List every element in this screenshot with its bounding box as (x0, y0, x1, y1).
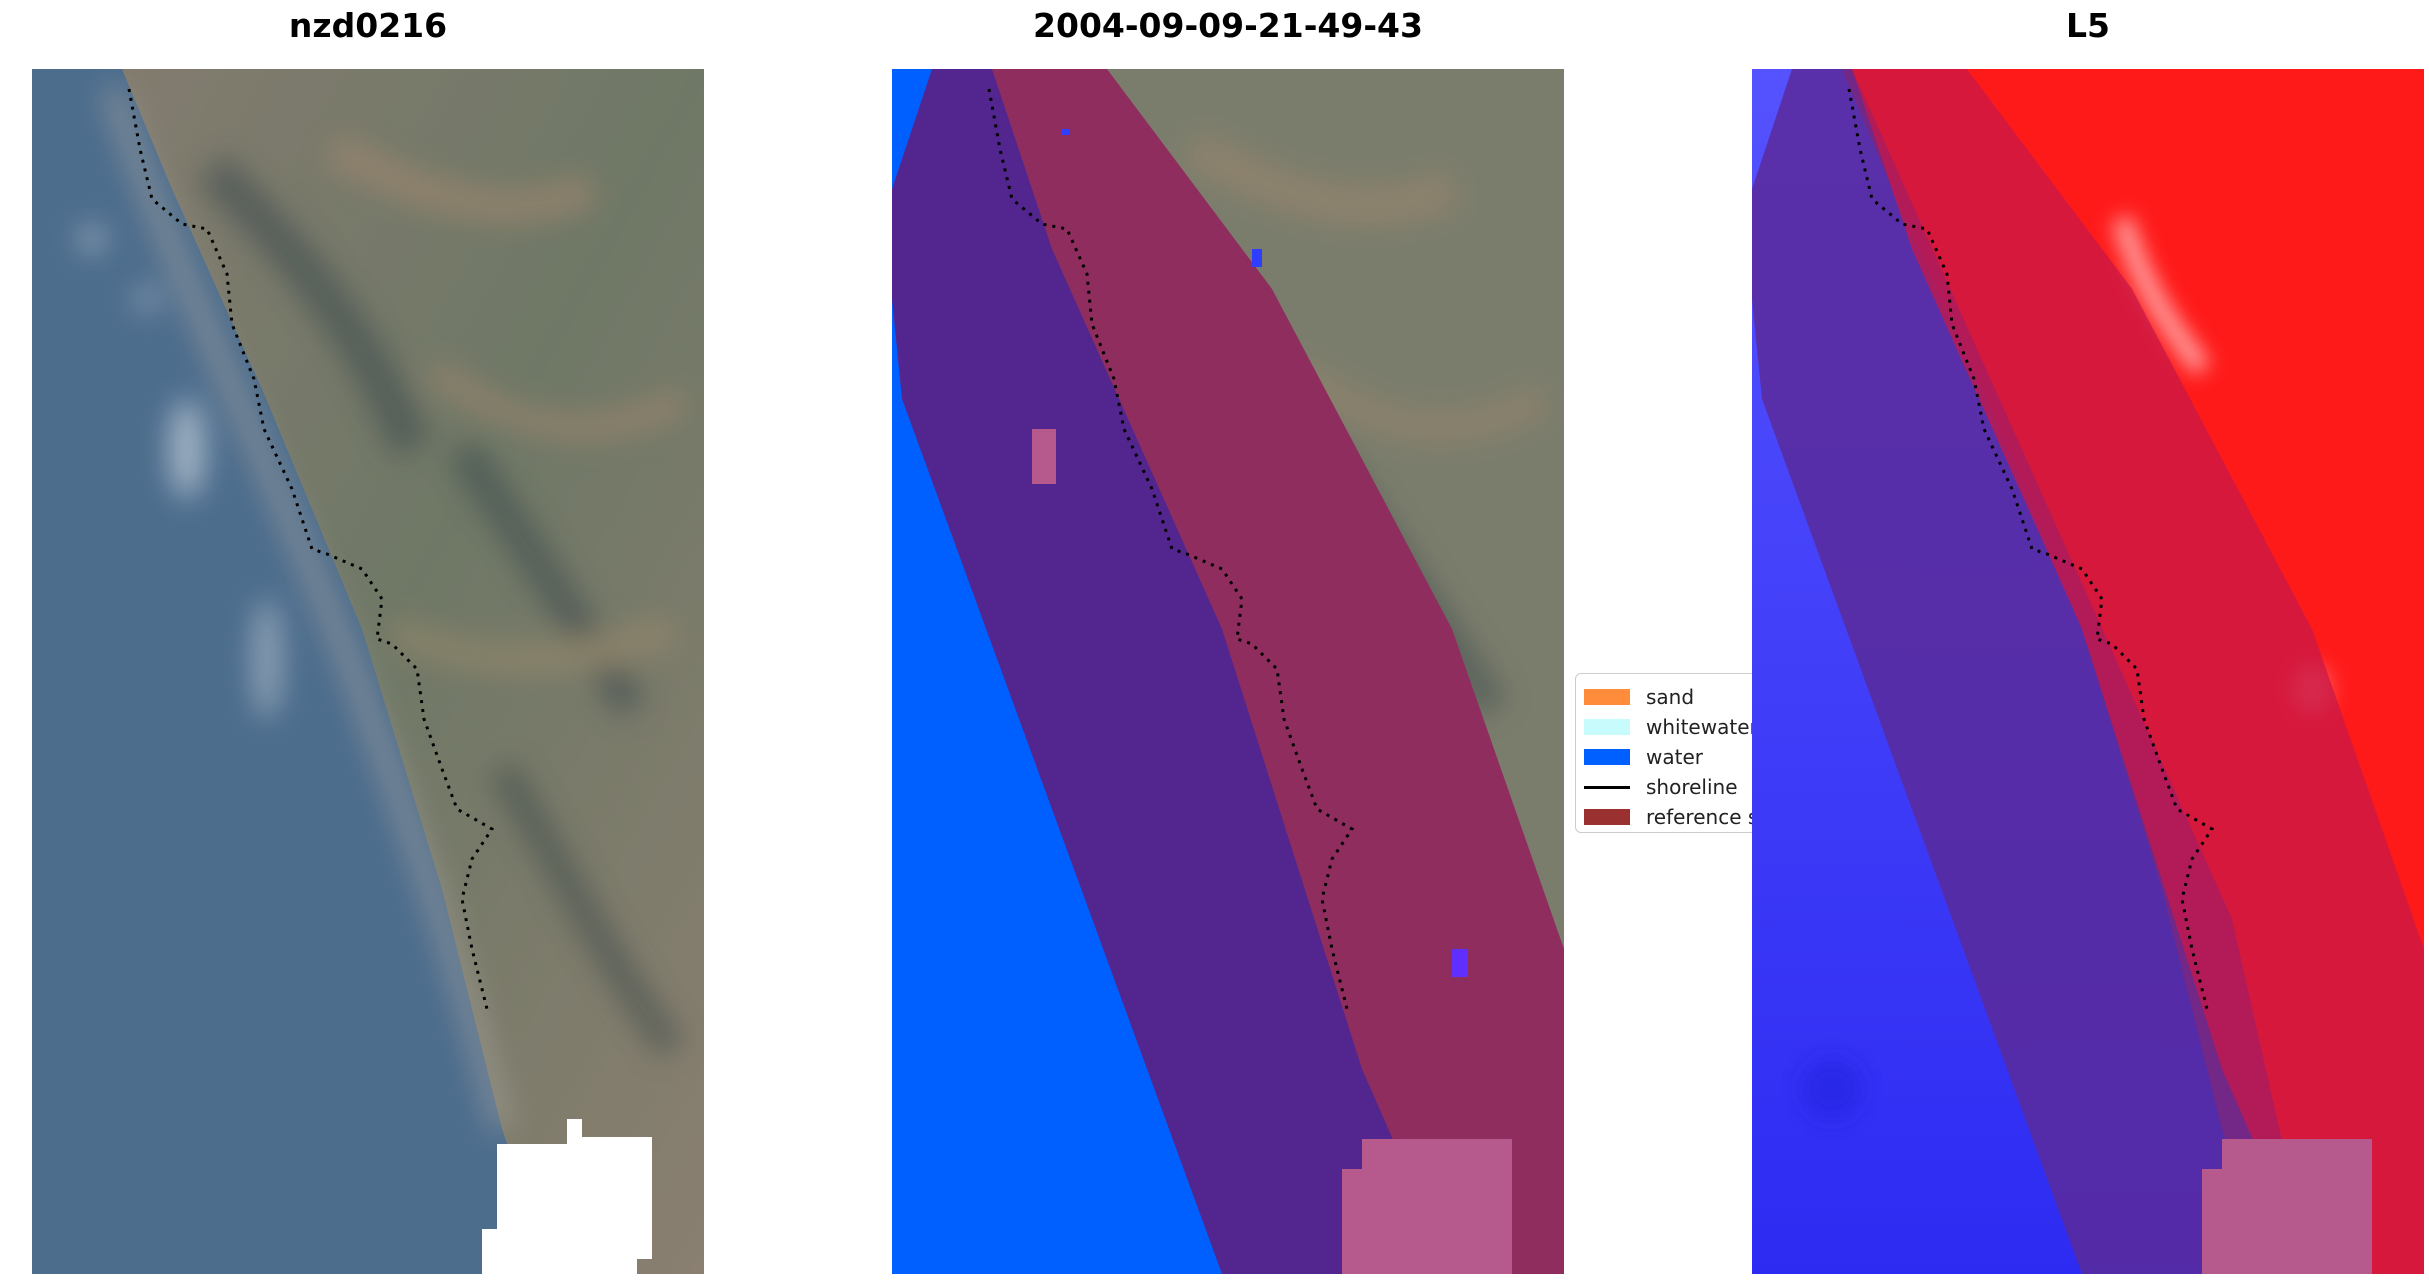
index-image (1752, 69, 2424, 1274)
legend-item-sand: sand (1584, 682, 1764, 712)
rgb-image (32, 69, 704, 1274)
legend-label: reference s (1646, 805, 1759, 829)
legend-label: water (1646, 745, 1703, 769)
index-panel (1752, 69, 2424, 1274)
legend-swatch-water (1584, 749, 1630, 765)
legend-swatch-sand (1584, 689, 1630, 705)
legend: sand whitewater water shoreline referenc… (1575, 673, 1765, 833)
legend-label: shoreline (1646, 775, 1738, 799)
classification-panel (892, 69, 1564, 1274)
panel-title-date: 2004-09-09-21-49-43 (1033, 6, 1423, 45)
panel-title-site: nzd0216 (288, 6, 448, 45)
legend-label: sand (1646, 685, 1695, 709)
classified-image (892, 69, 1564, 1274)
panel-title-satellite: L5 (2066, 6, 2110, 45)
legend-item-reference: reference s (1584, 802, 1764, 832)
legend-item-whitewater: whitewater (1584, 712, 1764, 742)
legend-swatch-whitewater (1584, 719, 1630, 735)
legend-item-shoreline: shoreline (1584, 772, 1764, 802)
legend-line-shoreline (1584, 785, 1630, 789)
legend-swatch-reference (1584, 809, 1630, 825)
legend-label: whitewater (1646, 715, 1758, 739)
legend-item-water: water (1584, 742, 1764, 772)
rgb-image-panel (32, 69, 704, 1274)
